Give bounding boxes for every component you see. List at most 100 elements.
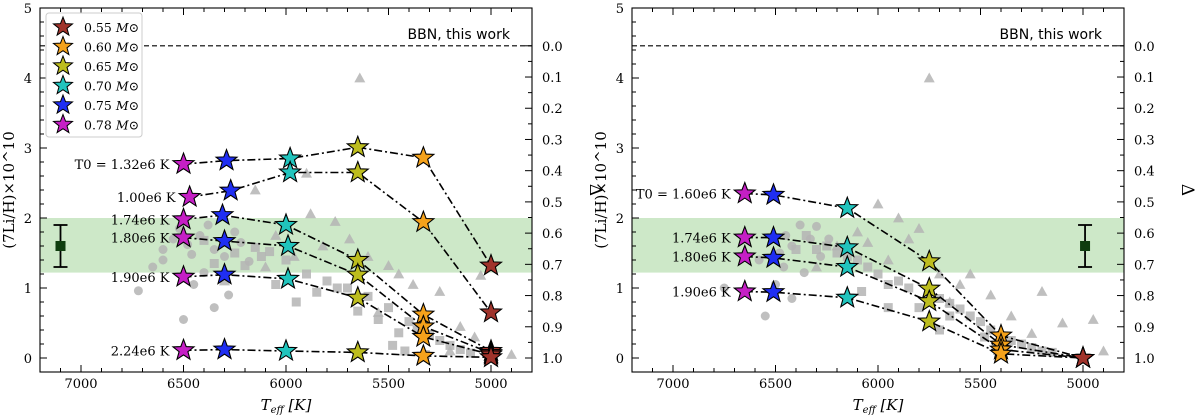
legend-label: 0.78 M⊙ <box>84 118 139 133</box>
legend-label: 0.70 M⊙ <box>84 79 139 94</box>
series-star <box>835 285 860 308</box>
right-tick-label: 0.4 <box>1134 165 1155 180</box>
series-star <box>276 266 301 290</box>
series-star <box>761 279 786 303</box>
series-label: 2.24e6 K <box>111 344 170 359</box>
data-triangle <box>893 212 904 223</box>
series-star <box>273 338 299 362</box>
series-star <box>478 253 504 276</box>
y-tick-label: 0 <box>24 352 32 367</box>
data-circle <box>158 245 168 254</box>
right-tick-label: 0.7 <box>1134 258 1155 273</box>
data-square <box>455 345 465 355</box>
data-square <box>822 241 832 251</box>
data-circle <box>187 249 197 259</box>
series-label: 1.90e6 K <box>672 286 731 301</box>
series-star <box>171 337 196 361</box>
data-triangle <box>434 286 446 296</box>
data-square <box>265 247 275 257</box>
data-square <box>853 255 862 265</box>
data-triangle <box>852 226 863 237</box>
errorbar-point <box>55 241 66 251</box>
data-square <box>256 252 266 261</box>
right-tick-label: 0.3 <box>1134 133 1155 148</box>
series-star <box>218 178 243 201</box>
series-star <box>988 341 1014 364</box>
data-triangle <box>1098 345 1109 356</box>
x-axis-label: Teff [K] <box>261 396 312 416</box>
right-tick-label: 0.2 <box>542 102 563 117</box>
data-square <box>302 269 311 279</box>
data-triangle <box>1005 310 1017 321</box>
data-circle <box>148 262 158 272</box>
data-square <box>914 303 924 313</box>
right-tick-label: 0.0 <box>1134 40 1155 55</box>
data-triangle <box>862 237 874 247</box>
data-square <box>1027 343 1037 352</box>
series-star <box>345 159 370 183</box>
series-line <box>183 214 492 352</box>
data-square <box>404 317 414 327</box>
y-tick-label: 2 <box>616 212 624 227</box>
legend-star <box>52 74 74 95</box>
plot-area <box>40 45 532 368</box>
data-square <box>435 336 445 345</box>
series-star <box>917 248 942 272</box>
data-circle <box>203 220 213 230</box>
series-star <box>171 225 196 248</box>
x-tick-label: 6500 <box>167 377 200 392</box>
series-label: T0 = 1.60e6 K <box>636 188 731 203</box>
data-circle <box>816 252 826 261</box>
data-square <box>271 280 281 289</box>
data-square <box>445 340 455 350</box>
series-label: 1.80e6 K <box>111 232 170 247</box>
series-star <box>345 262 370 285</box>
series-star <box>917 288 942 312</box>
right-tick-label: 1.0 <box>1134 352 1155 367</box>
data-triangle <box>1057 317 1068 328</box>
data-square <box>322 276 332 286</box>
data-triangle <box>249 184 261 195</box>
data-circle <box>812 221 821 231</box>
data-triangle <box>913 223 925 233</box>
data-circle <box>795 220 805 230</box>
data-triangle <box>469 331 481 342</box>
legend-star <box>52 54 74 76</box>
series-line <box>189 171 492 313</box>
data-square <box>812 245 821 254</box>
series-star <box>732 225 757 248</box>
series-star <box>171 206 196 230</box>
y-axis-label: (7Li/H)×10^10 <box>0 131 18 248</box>
series-star <box>345 285 370 308</box>
x-tick-label: 6500 <box>759 377 792 392</box>
data-triangle <box>454 321 466 331</box>
data-triangle <box>393 268 405 279</box>
data-circle <box>224 290 234 300</box>
legend-star <box>52 93 74 115</box>
data-circle <box>805 234 815 244</box>
data-square <box>373 315 383 324</box>
right-tick-label: 0.8 <box>542 290 563 305</box>
data-square <box>980 332 990 342</box>
y-tick-label: 2 <box>24 212 32 227</box>
legend-label: 0.60 M⊙ <box>84 40 139 55</box>
data-triangle <box>383 260 394 270</box>
right-tick-label: 1.0 <box>542 352 563 367</box>
data-triangle <box>317 240 329 251</box>
legend-label: 0.65 M⊙ <box>84 59 139 74</box>
series-star <box>212 337 237 360</box>
data-circle <box>760 311 770 321</box>
x-tick-label: 7000 <box>656 377 689 392</box>
series-star <box>732 243 757 267</box>
data-triangle <box>260 261 271 272</box>
data-triangle <box>354 72 366 83</box>
data-circle <box>719 283 729 293</box>
data-circle <box>236 238 246 247</box>
data-triangle <box>475 269 487 280</box>
data-square <box>955 304 965 314</box>
data-triangle <box>1087 314 1099 324</box>
series-line <box>183 273 492 356</box>
chart-panel-left: BBN, this work T0 = 1.32e6 K 1.00e6 K 1.74e… <box>0 2 605 416</box>
data-circle <box>779 262 789 272</box>
